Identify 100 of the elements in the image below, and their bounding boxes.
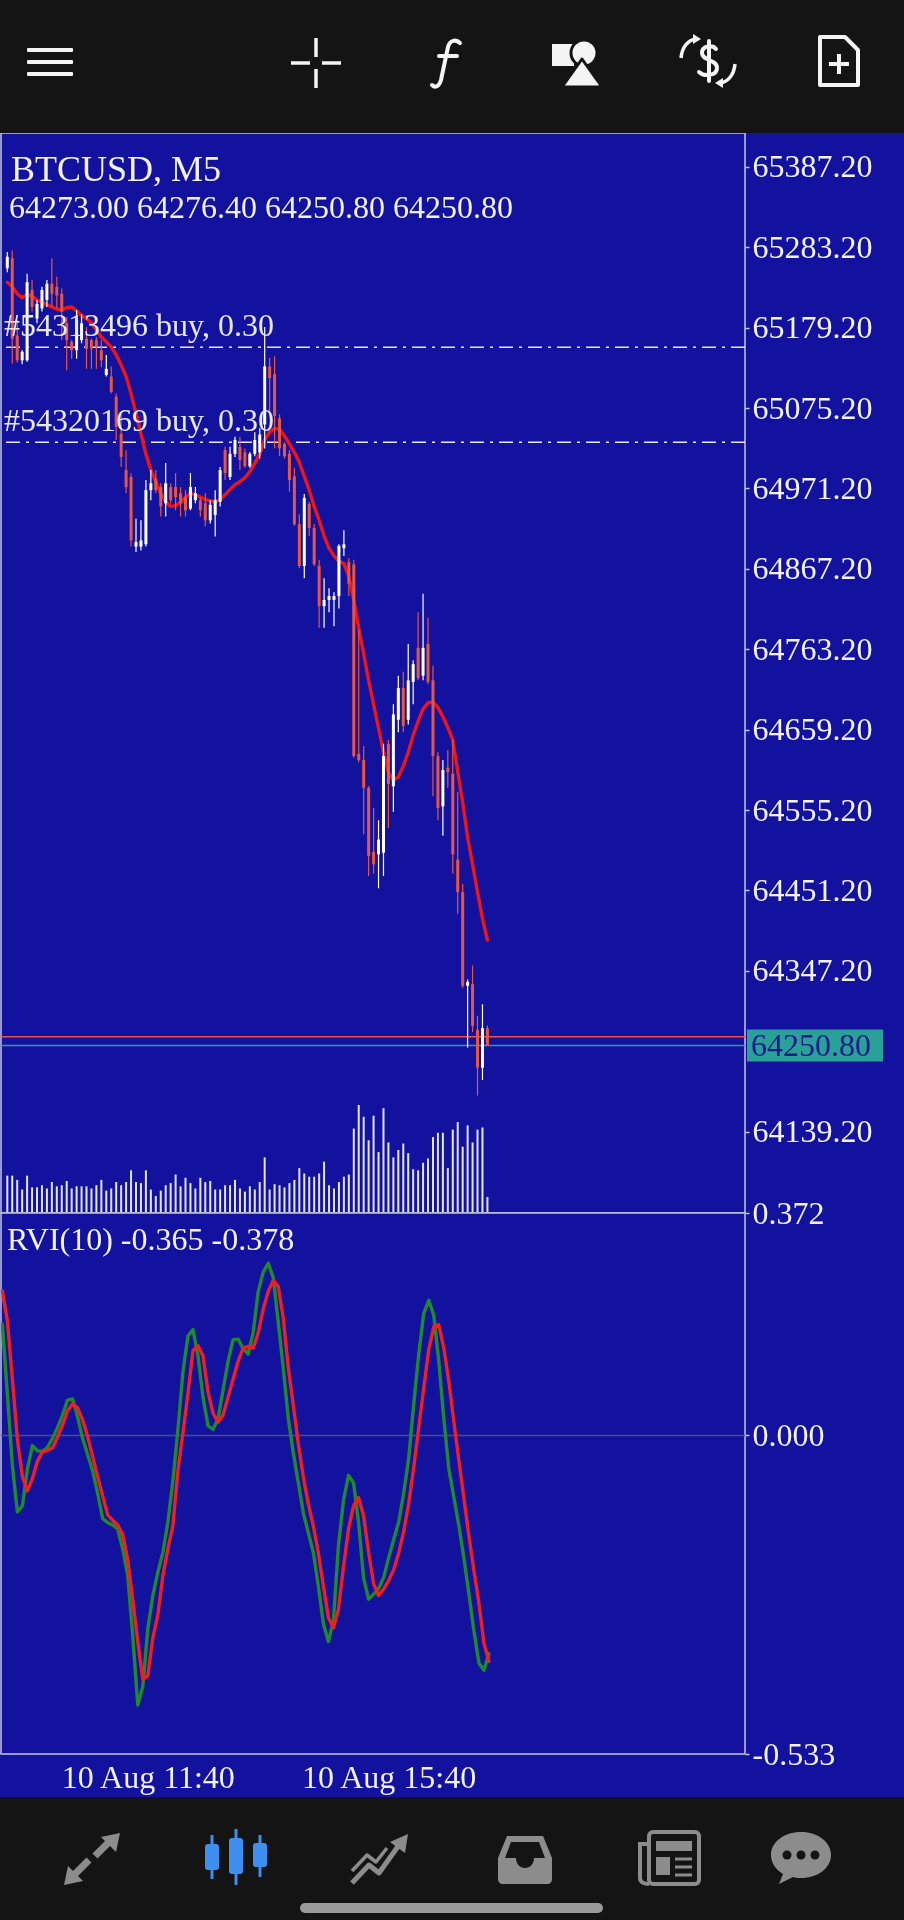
- candlestick: [203, 492, 207, 528]
- bar: [233, 1179, 236, 1212]
- y-tick-label: 64763.20: [752, 630, 873, 667]
- candlestick: [109, 365, 113, 395]
- bar: [238, 1188, 241, 1212]
- bar: [486, 1197, 489, 1212]
- bar: [179, 1186, 182, 1212]
- bar: [328, 1185, 331, 1212]
- candlestick: [30, 279, 34, 313]
- bar: [70, 1188, 73, 1212]
- bar: [31, 1187, 34, 1212]
- y-tick-label: 64347.20: [752, 952, 873, 989]
- y-tick-label: 64867.20: [752, 550, 873, 587]
- bar: [392, 1157, 395, 1212]
- candlestick: [45, 279, 49, 308]
- bar: [382, 1108, 385, 1212]
- bar: [471, 1142, 474, 1212]
- candlestick: [70, 339, 74, 360]
- bar: [194, 1188, 197, 1212]
- y-tick-label: 0.372: [752, 1194, 825, 1231]
- y-tick-label: 0.000: [752, 1416, 825, 1453]
- candlestick: [223, 446, 227, 481]
- bar: [184, 1177, 187, 1212]
- x-tick-label: 10 Aug 11:40: [61, 1758, 235, 1795]
- bar: [189, 1183, 192, 1212]
- candlestick: [381, 743, 385, 877]
- bar: [21, 1189, 24, 1212]
- candlestick: [55, 276, 59, 310]
- candlestick: [154, 469, 158, 494]
- y-tick-label: 65387.20: [752, 148, 873, 185]
- candlestick: [377, 819, 381, 889]
- candlestick: [342, 529, 346, 557]
- bar: [154, 1195, 157, 1212]
- bar: [313, 1176, 316, 1212]
- bar: [377, 1152, 380, 1212]
- candlestick: [282, 441, 286, 460]
- line-series: [5, 280, 490, 942]
- bar: [159, 1190, 162, 1212]
- bar: [258, 1182, 261, 1212]
- candlestick: [164, 462, 168, 518]
- bar: [214, 1189, 217, 1212]
- bar: [397, 1149, 400, 1212]
- bar: [323, 1161, 326, 1212]
- bar: [451, 1129, 454, 1212]
- bar: [318, 1173, 321, 1212]
- candlestick: [466, 978, 470, 1049]
- bar: [293, 1179, 296, 1212]
- candlestick: [347, 557, 351, 597]
- candlestick: [139, 519, 143, 552]
- candlestick: [357, 629, 361, 763]
- bar: [308, 1176, 311, 1212]
- bar: [149, 1189, 152, 1212]
- candlestick: [104, 354, 108, 378]
- bar: [332, 1188, 335, 1212]
- candlestick: [327, 587, 331, 613]
- bar: [303, 1173, 306, 1212]
- bar: [268, 1189, 271, 1212]
- candlestick: [99, 339, 103, 368]
- bar: [164, 1185, 167, 1212]
- y-tick-label: -0.533: [752, 1735, 836, 1772]
- bar: [115, 1182, 118, 1212]
- chart-title: RVI(10) -0.365 -0.378: [7, 1221, 295, 1257]
- y-tick-label: 64555.20: [752, 791, 873, 828]
- bar: [278, 1185, 281, 1212]
- bar: [50, 1182, 53, 1212]
- bar: [461, 1146, 464, 1212]
- bar: [199, 1177, 202, 1212]
- bar: [100, 1179, 103, 1212]
- bar: [248, 1186, 251, 1212]
- bar: [436, 1132, 439, 1212]
- bar: [105, 1190, 108, 1212]
- candlestick: [179, 486, 183, 518]
- bar: [169, 1183, 172, 1212]
- bar: [466, 1125, 469, 1212]
- candlestick: [307, 501, 311, 537]
- bar: [288, 1183, 291, 1212]
- bar: [120, 1185, 123, 1212]
- candlestick: [174, 472, 178, 511]
- bar: [243, 1191, 246, 1212]
- bar: [431, 1137, 434, 1212]
- candlestick: [159, 482, 163, 518]
- y-tick-label: 64659.20: [752, 711, 873, 748]
- bar: [36, 1187, 39, 1212]
- bar: [263, 1157, 266, 1212]
- bar: [347, 1174, 350, 1212]
- bar: [40, 1185, 43, 1212]
- bar: [407, 1153, 410, 1212]
- bar: [342, 1176, 345, 1212]
- bar: [337, 1182, 340, 1212]
- bar: [224, 1185, 227, 1212]
- bar: [229, 1185, 232, 1212]
- candlestick: [124, 449, 128, 494]
- candlestick: [213, 489, 217, 538]
- y-tick-label: 65075.20: [752, 389, 873, 426]
- candlestick: [243, 447, 247, 469]
- bar: [26, 1175, 29, 1212]
- bar: [476, 1129, 479, 1212]
- candlestick: [134, 518, 138, 553]
- candlestick: [253, 431, 257, 457]
- bar: [60, 1185, 63, 1212]
